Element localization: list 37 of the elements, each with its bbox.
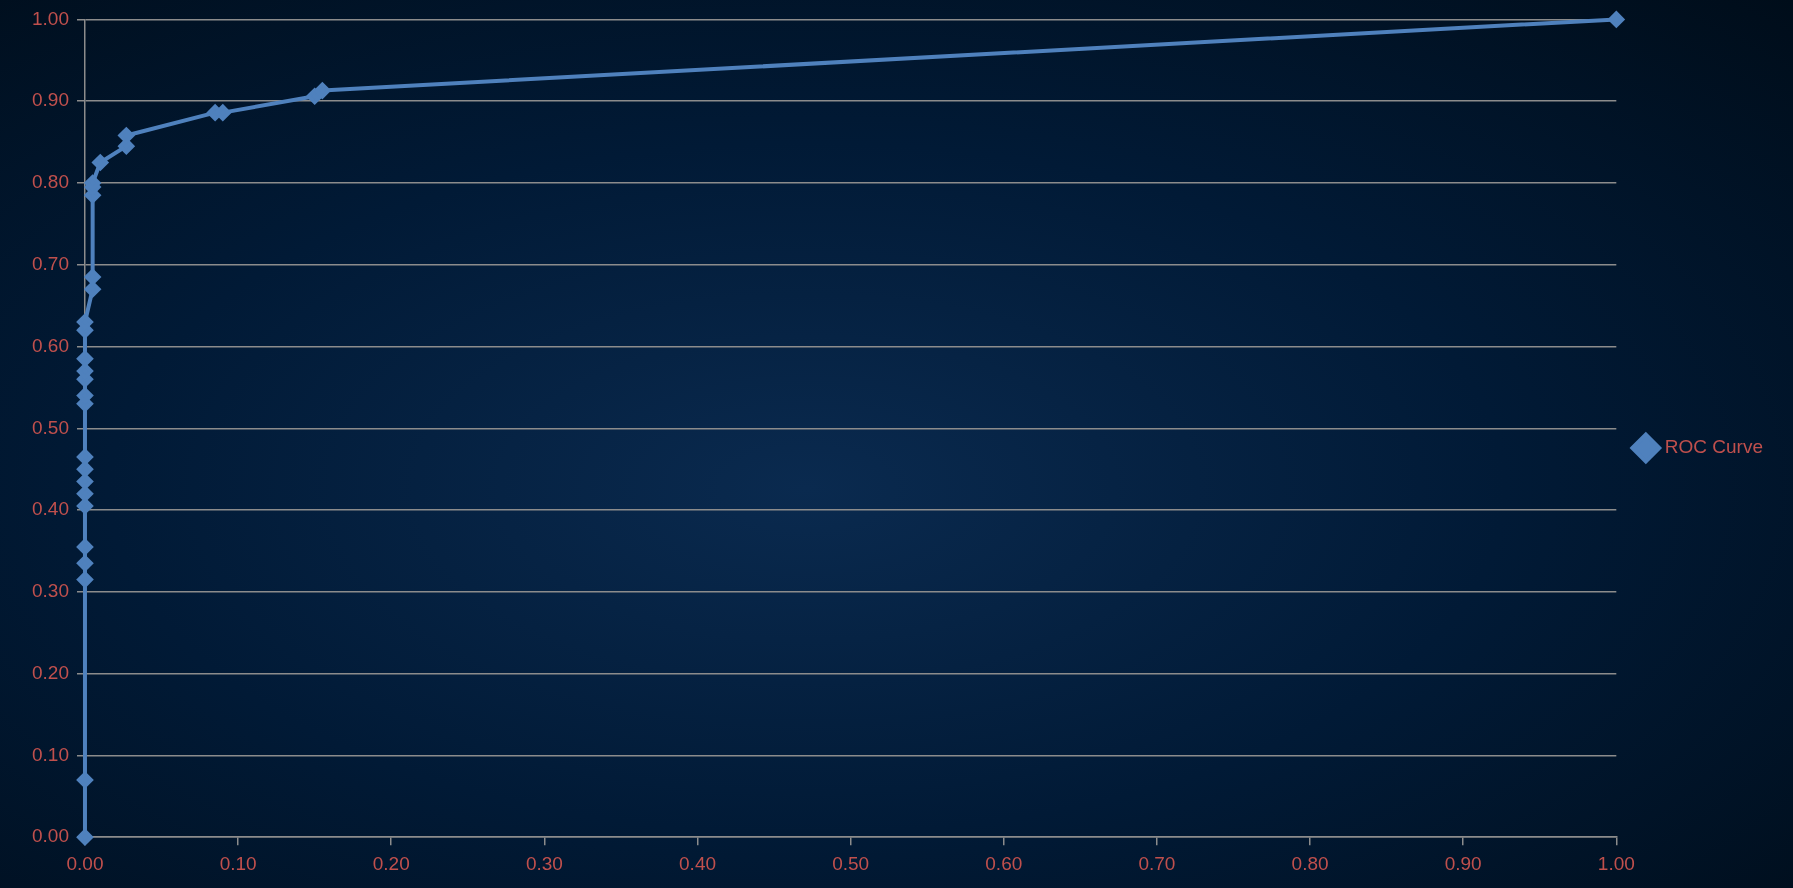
x-tick-label: 0.20	[372, 852, 410, 874]
point	[76, 829, 93, 846]
y-tick-label: 0.60	[32, 334, 69, 356]
x-tick-label: 0.60	[985, 852, 1023, 874]
point	[314, 82, 331, 99]
y-tick-label: 0.20	[32, 661, 69, 683]
point	[92, 154, 109, 171]
point	[84, 281, 101, 298]
y-tick-label: 0.00	[32, 825, 69, 847]
legend-label: ROC Curve	[1664, 436, 1764, 458]
x-tick-label: 0.70	[1138, 852, 1176, 874]
point	[76, 571, 93, 588]
point	[76, 461, 93, 478]
point	[76, 771, 93, 788]
y-tick-label: 0.40	[32, 498, 69, 520]
x-tick-label: 0.50	[832, 852, 870, 874]
point	[76, 473, 93, 490]
y-tick-label: 0.50	[32, 416, 69, 438]
point	[76, 538, 93, 555]
x-tick-label: 0.00	[66, 852, 104, 874]
point	[1608, 11, 1625, 28]
x-tick-label: 0.40	[679, 852, 717, 874]
point	[76, 448, 93, 465]
y-tick-label: 0.10	[32, 743, 69, 765]
x-tick-label: 0.10	[219, 852, 257, 874]
x-tick-label: 0.80	[1291, 852, 1329, 874]
y-tick-label: 0.30	[32, 580, 69, 602]
x-tick-label: 0.30	[525, 852, 563, 874]
y-tick-label: 0.90	[32, 89, 69, 111]
point	[76, 555, 93, 572]
point	[76, 350, 93, 367]
y-tick-label: 1.00	[32, 7, 69, 29]
y-tick-label: 0.80	[32, 171, 69, 193]
x-tick-label: 0.90	[1444, 852, 1482, 874]
y-tick-label: 0.70	[32, 252, 69, 274]
x-tick-label: 1.00	[1597, 852, 1635, 874]
point	[76, 485, 93, 502]
